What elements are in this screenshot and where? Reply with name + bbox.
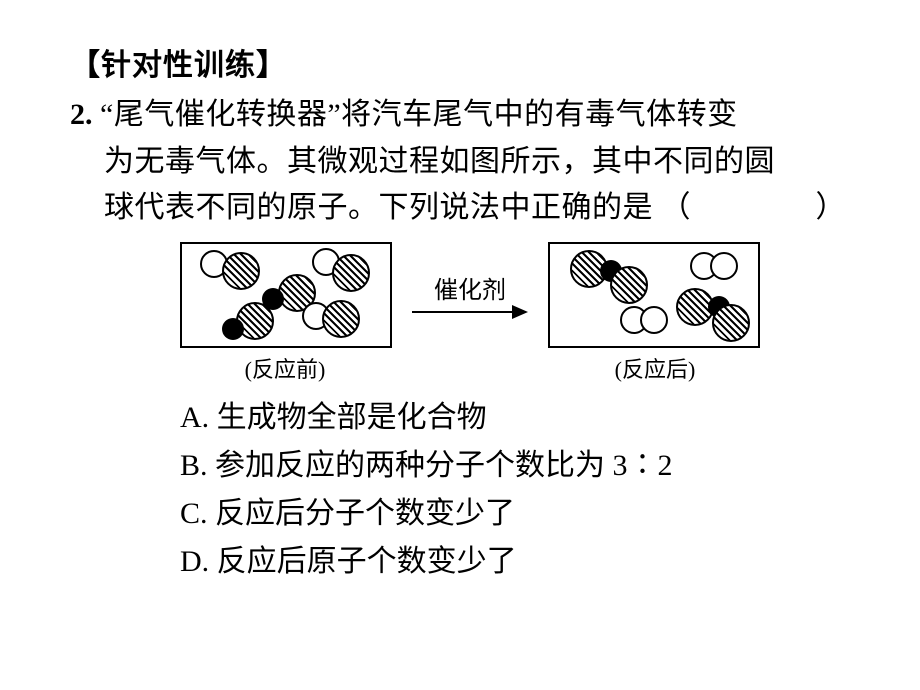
option-c[interactable]: C. 反应后分子个数变少了 (180, 490, 890, 538)
page-root: 【针对性训练】 2. “尾气催化转换器”将汽车尾气中的有毒气体转变 为无毒气体。… (0, 0, 920, 690)
arrow-label: 催化剂 (434, 270, 506, 305)
question-text-1: “尾气催化转换器”将汽车尾气中的有毒气体转变 (100, 98, 738, 131)
atom-hatch (610, 266, 648, 304)
arrow-graphic (412, 305, 528, 319)
caption-row: (反应前) (反应后) (180, 352, 890, 384)
question-line-1: 2. “尾气催化转换器”将汽车尾气中的有毒气体转变 (70, 92, 890, 139)
atom-hatch (322, 300, 360, 338)
section-title: 【针对性训练】 (70, 40, 890, 84)
option-b[interactable]: B. 参加反应的两种分子个数比为 3∶2 (180, 442, 890, 490)
question-line-2: 为无毒气体。其微观过程如图所示，其中不同的圆 (104, 139, 890, 186)
option-d[interactable]: D. 反应后原子个数变少了 (180, 538, 890, 586)
atom-black (222, 318, 244, 340)
reaction-arrow: 催化剂 (412, 270, 528, 319)
options-block: A. 生成物全部是化合物 B. 参加反应的两种分子个数比为 3∶2 C. 反应后… (180, 394, 890, 586)
diagram: 催化剂 (反应前) (反应后) (180, 242, 890, 384)
caption-gap (390, 352, 550, 384)
question-line-3: 球代表不同的原子。下列说法中正确的是 （ ） (104, 185, 890, 232)
arrow-body (412, 311, 512, 313)
question-number: 2. (70, 98, 93, 131)
question-text-3: 球代表不同的原子。下列说法中正确的是 (104, 191, 653, 224)
paren-close: ） (816, 191, 846, 224)
diagram-row: 催化剂 (180, 242, 890, 348)
atom-white (640, 306, 668, 334)
atom-white (710, 252, 738, 280)
option-a[interactable]: A. 生成物全部是化合物 (180, 394, 890, 442)
atom-hatch (712, 304, 750, 342)
paren-open: （ (661, 191, 691, 224)
caption-after: (反应后) (550, 352, 760, 384)
atom-hatch (222, 252, 260, 290)
arrow-head (512, 305, 528, 319)
reaction-box-after (548, 242, 760, 348)
caption-before: (反应前) (180, 352, 390, 384)
question-text-2: 为无毒气体。其微观过程如图所示，其中不同的圆 (104, 145, 775, 178)
reaction-box-before (180, 242, 392, 348)
atom-hatch (332, 254, 370, 292)
